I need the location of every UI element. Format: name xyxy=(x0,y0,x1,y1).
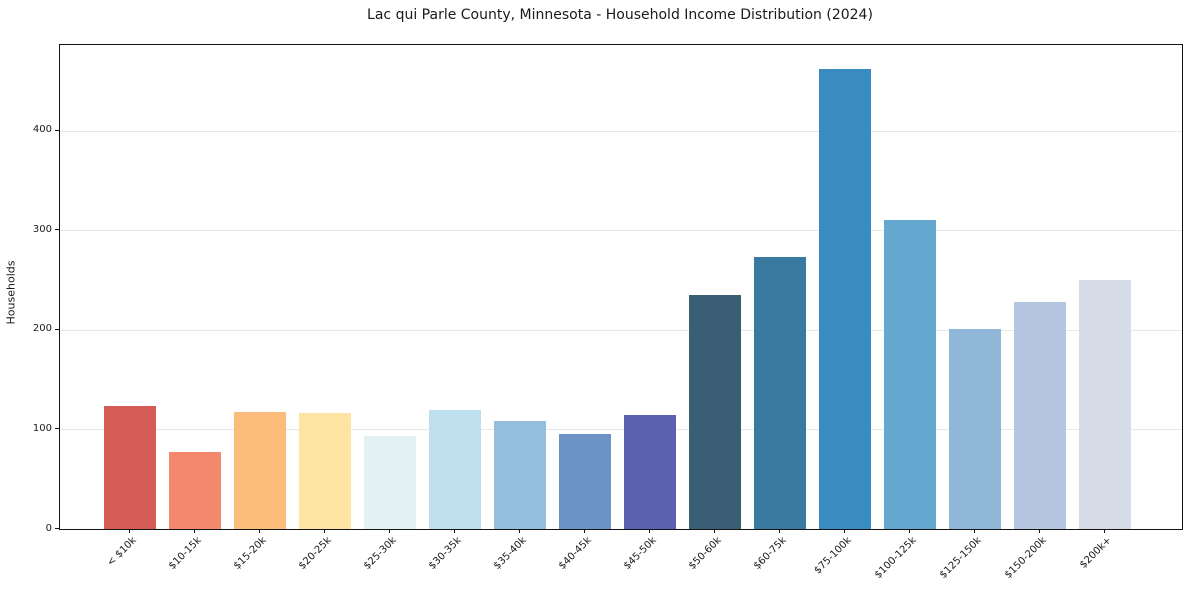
y-tick-mark-300 xyxy=(55,229,59,231)
gridline-y-300 xyxy=(60,230,1182,232)
bar-10k xyxy=(104,405,156,529)
x-tick-mark-3 xyxy=(324,529,325,533)
bar-30-35k xyxy=(429,409,481,529)
x-tick-mark-12 xyxy=(909,529,910,533)
x-tick-mark-5 xyxy=(454,529,455,533)
gridline-y-100 xyxy=(60,429,1182,431)
x-tick-mark-7 xyxy=(584,529,585,533)
x-tick-mark-14 xyxy=(1039,529,1040,533)
bar-40-45k xyxy=(559,434,611,529)
x-tick-mark-11 xyxy=(844,529,845,533)
plot-area xyxy=(59,44,1183,530)
y-tick-mark-0 xyxy=(55,528,59,529)
y-tick-label-400: 400 xyxy=(32,124,52,136)
x-tick-mark-13 xyxy=(974,529,975,533)
y-tick-mark-200 xyxy=(55,328,59,330)
y-tick-mark-400 xyxy=(55,129,59,131)
bar-15-20k xyxy=(234,412,286,529)
x-tick-mark-6 xyxy=(519,529,520,533)
y-tick-mark-100 xyxy=(55,428,59,430)
bar-125-150k xyxy=(949,328,1001,529)
x-tick-mark-8 xyxy=(649,529,650,533)
bar-200k xyxy=(1079,280,1131,529)
bar-25-30k xyxy=(364,436,416,529)
x-tick-mark-10 xyxy=(779,529,780,533)
bar-150-200k xyxy=(1014,301,1066,529)
x-tick-label-0: < $10k xyxy=(105,535,139,569)
x-tick-mark-15 xyxy=(1104,529,1105,533)
x-tick-mark-0 xyxy=(129,529,130,533)
bar-75-100k xyxy=(819,68,871,529)
chart-title: Lac qui Parle County, Minnesota - Househ… xyxy=(367,7,873,23)
bar-35-40k xyxy=(494,421,546,529)
bar-45-50k xyxy=(624,415,676,529)
gridline-y-400 xyxy=(60,130,1182,132)
x-tick-mark-2 xyxy=(259,529,260,533)
x-tick-mark-4 xyxy=(389,529,390,533)
bar-60-75k xyxy=(754,257,806,529)
y-tick-label-100: 100 xyxy=(32,422,52,434)
y-tick-label-200: 200 xyxy=(32,323,52,335)
y-tick-label-300: 300 xyxy=(32,223,52,235)
bar-10-15k xyxy=(169,452,221,529)
gridline-y-200 xyxy=(60,329,1182,331)
y-tick-label-0: 0 xyxy=(45,522,52,534)
bar-20-25k xyxy=(299,413,351,529)
bar-50-60k xyxy=(689,294,741,529)
bar-100-125k xyxy=(884,220,936,529)
x-tick-mark-9 xyxy=(714,529,715,533)
x-tick-mark-1 xyxy=(194,529,195,533)
